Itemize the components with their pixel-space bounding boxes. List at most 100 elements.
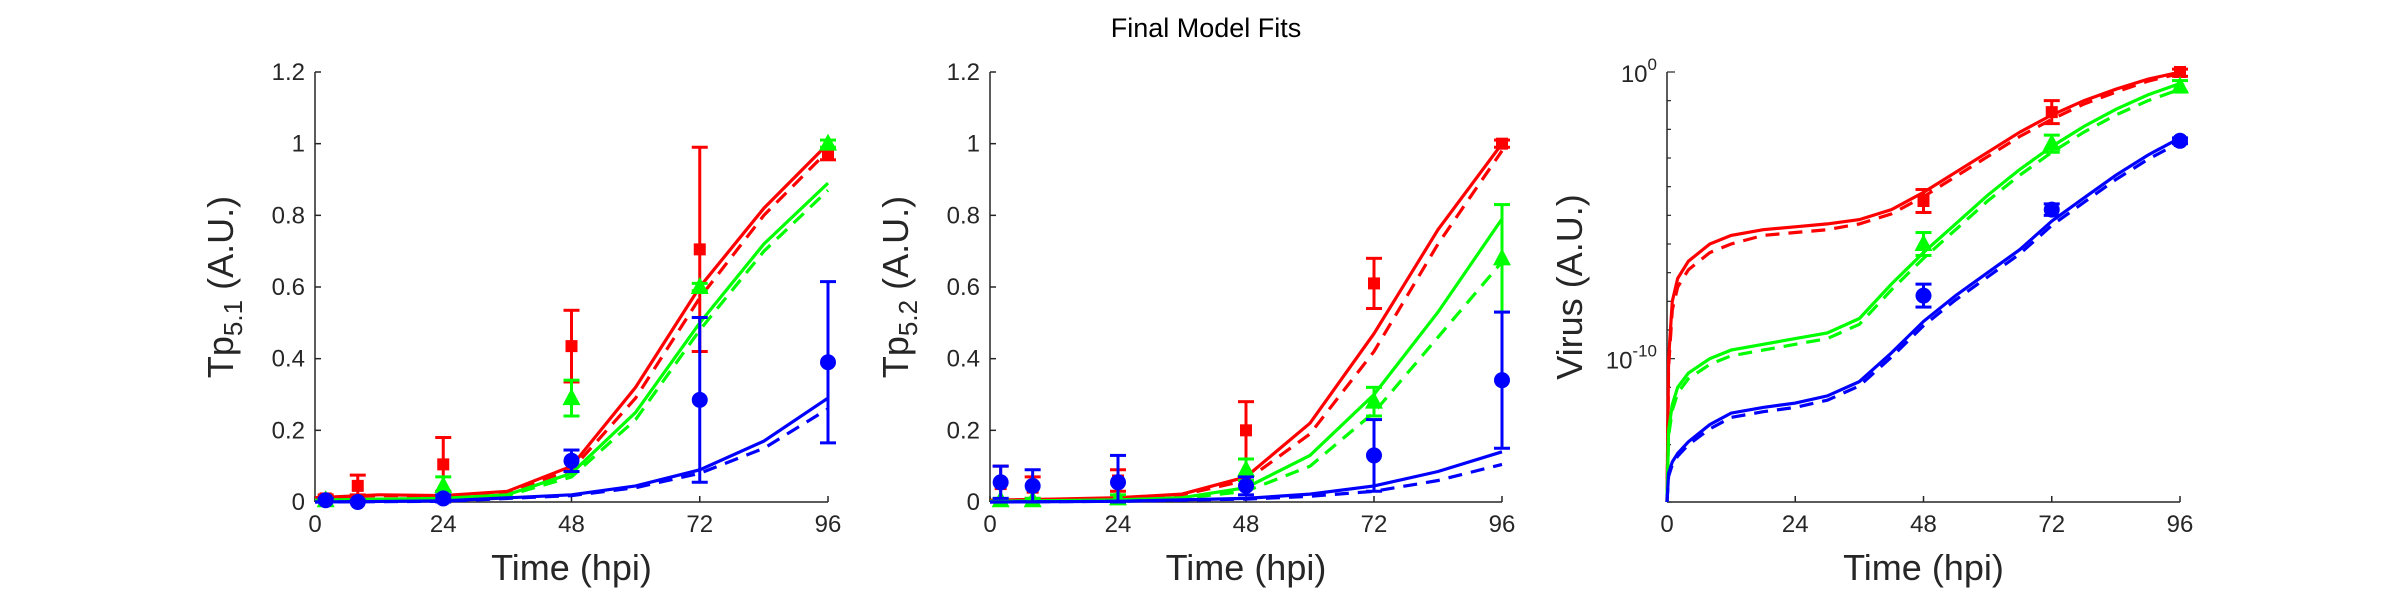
y-tick-label: 0 — [967, 489, 980, 516]
data-point-triangle — [690, 277, 709, 294]
series-square — [1665, 66, 2188, 503]
data-point-square — [693, 243, 706, 256]
data-point-triangle — [1237, 459, 1255, 477]
y-tick-base: 10 — [1606, 348, 1633, 375]
y-tick-label: 0.2 — [272, 417, 305, 444]
y-tick-label: 1.2 — [272, 59, 305, 86]
y-tick-label: 0.6 — [272, 274, 305, 301]
x-tick-label: 0 — [983, 511, 996, 538]
data-point-triangle — [1914, 234, 1933, 251]
y-label-main: Tp — [875, 336, 916, 378]
fit-line-solid — [1665, 70, 2181, 503]
data-point-square — [2045, 106, 2058, 119]
data-point-circle — [1494, 372, 1510, 389]
y-tick-label: 0.8 — [272, 202, 305, 229]
x-axis-label: Time (hpi) — [491, 547, 652, 588]
y-tick-label: 100 — [1621, 55, 1657, 88]
y-tick-label: 0.4 — [272, 346, 305, 373]
data-point-circle — [992, 474, 1009, 491]
data-point-triangle — [1493, 248, 1511, 266]
x-tick-label: 0 — [1660, 511, 1673, 538]
y-tick-label: 1 — [967, 131, 980, 158]
data-point-square — [437, 458, 450, 471]
data-point-triangle — [2042, 133, 2061, 151]
data-point-circle — [1110, 474, 1126, 491]
data-point-square — [1240, 424, 1252, 437]
y-label-subscript: 5.2 — [893, 300, 923, 336]
panel-2: 0 24 48 72 96 0 0.2 0.4 0.6 0.8 1 1.2 Time (hpi) Tp5.… — [875, 59, 1515, 588]
x-tick-label: 48 — [1233, 511, 1260, 538]
y-tick-label: 0.8 — [947, 202, 980, 229]
x-tick-label: 72 — [1361, 511, 1388, 538]
data-point-circle — [2043, 201, 2060, 218]
series-circle — [314, 280, 836, 510]
data-point-square — [1368, 277, 1380, 290]
fit-line-solid — [314, 181, 830, 502]
y-tick-exponent: -10 — [1632, 342, 1657, 361]
data-point-triangle — [819, 133, 837, 151]
series-triangle — [1665, 76, 2189, 503]
x-tick-label: 72 — [686, 511, 713, 538]
y-label-suffix: (A.U.) — [200, 196, 241, 300]
data-point-circle — [691, 391, 708, 408]
fit-line-solid — [1665, 136, 2181, 503]
data-point-square — [2174, 66, 2186, 78]
data-point-circle — [1366, 447, 1382, 464]
fit-line-dashed — [1665, 140, 2181, 503]
data-point-circle — [820, 354, 836, 371]
data-point-square — [351, 479, 364, 492]
y-label-subscript: 5.1 — [218, 300, 248, 336]
y-tick-label: 10-10 — [1606, 342, 1657, 375]
series-circle — [1665, 132, 2188, 503]
fit-line-dashed — [1665, 71, 2181, 503]
x-tick-label: 24 — [1782, 511, 1809, 538]
data-point-circle — [563, 452, 580, 469]
panel-1: 0 24 48 72 96 0 0.2 0.4 0.6 0.8 1 1.2 Time (hpi) Tp5.… — [200, 59, 841, 588]
fit-line-solid — [1665, 81, 2181, 503]
data-point-triangle — [2171, 76, 2189, 94]
y-tick-exponent: 0 — [1648, 55, 1657, 74]
y-tick-base: 10 — [1621, 61, 1648, 88]
y-label-main: Virus — [1549, 298, 1590, 379]
data-point-triangle — [1365, 391, 1383, 409]
y-label-suffix: (A.U.) — [875, 196, 916, 300]
y-label-suffix: (A.U.) — [1549, 194, 1590, 298]
y-axis-label: Tp5.1 (A.U.) — [200, 196, 248, 378]
data-point-circle — [435, 490, 452, 507]
x-tick-label: 48 — [1910, 511, 1937, 538]
x-tick-label: 96 — [2167, 511, 2194, 538]
data-point-square — [1496, 137, 1508, 150]
y-tick-label: 0.4 — [947, 346, 980, 373]
x-tick-label: 48 — [558, 511, 585, 538]
data-point-circle — [1024, 477, 1041, 494]
series-circle — [989, 310, 1510, 504]
fit-line-dashed — [314, 189, 830, 503]
y-tick-label: 0.6 — [947, 274, 980, 301]
x-axis-label: Time (hpi) — [1843, 547, 2004, 588]
x-tick-label: 0 — [308, 511, 321, 538]
y-axis-label: Tp5.2 (A.U.) — [875, 196, 923, 378]
data-point-square — [565, 340, 578, 353]
y-tick-label: 0 — [292, 489, 305, 516]
x-axis-label: Time (hpi) — [1166, 547, 1327, 588]
y-axis-label: Virus (A.U.) — [1549, 194, 1590, 379]
data-point-circle — [317, 492, 334, 509]
data-point-circle — [2172, 132, 2188, 149]
y-tick-label: 0.2 — [947, 417, 980, 444]
y-label-main: Tp — [200, 336, 241, 378]
data-point-triangle — [562, 388, 581, 406]
data-point-circle — [1238, 477, 1254, 494]
x-tick-label: 24 — [1105, 511, 1132, 538]
x-tick-label: 96 — [1489, 511, 1516, 538]
data-point-triangle — [434, 475, 453, 493]
x-tick-label: 24 — [430, 511, 457, 538]
data-point-square — [822, 148, 834, 161]
figure-title: Final Model Fits — [1111, 13, 1302, 43]
data-point-square — [1917, 195, 1930, 207]
x-tick-label: 96 — [815, 511, 842, 538]
y-tick-label: 1.2 — [947, 59, 980, 86]
fit-line-dashed — [1665, 87, 2181, 503]
